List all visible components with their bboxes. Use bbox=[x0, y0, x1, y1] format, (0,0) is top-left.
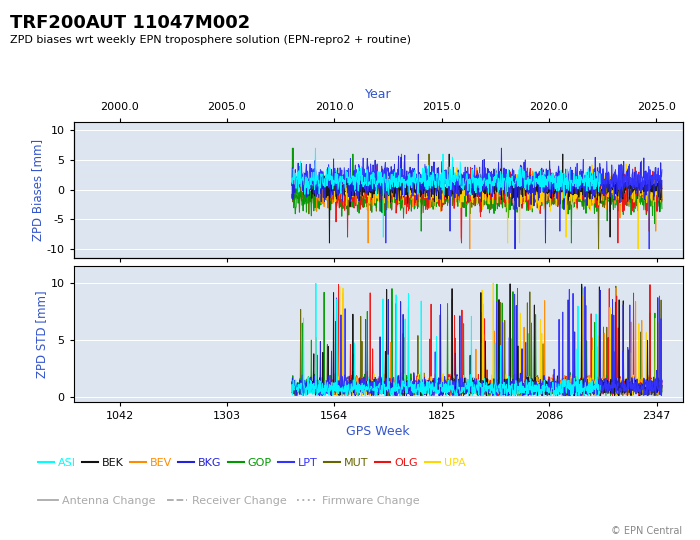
Text: ZPD biases wrt weekly EPN troposphere solution (EPN-repro2 + routine): ZPD biases wrt weekly EPN troposphere so… bbox=[10, 35, 412, 45]
Text: TRF200AUT 11047M002: TRF200AUT 11047M002 bbox=[10, 14, 251, 31]
X-axis label: GPS Week: GPS Week bbox=[346, 426, 410, 438]
X-axis label: Year: Year bbox=[365, 89, 391, 102]
Legend: ASI, BEK, BEV, BKG, GOP, LPT, MUT, OLG, UPA: ASI, BEK, BEV, BKG, GOP, LPT, MUT, OLG, … bbox=[34, 454, 470, 472]
Text: © EPN Central: © EPN Central bbox=[611, 525, 682, 536]
Y-axis label: ZPD Biases [mm]: ZPD Biases [mm] bbox=[31, 139, 43, 241]
Y-axis label: ZPD STD [mm]: ZPD STD [mm] bbox=[35, 291, 48, 378]
Legend: Antenna Change, Receiver Change, Firmware Change: Antenna Change, Receiver Change, Firmwar… bbox=[34, 491, 424, 510]
